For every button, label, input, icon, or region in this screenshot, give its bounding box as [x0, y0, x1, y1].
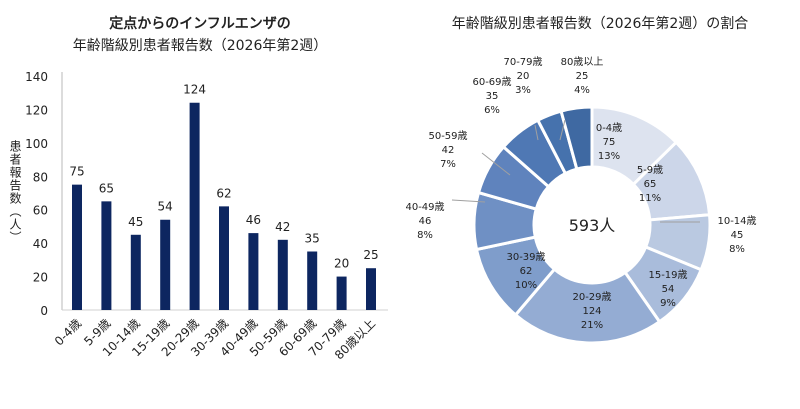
y-tick-label: 100: [25, 137, 48, 151]
y-tick-label: 120: [25, 103, 48, 117]
donut-data-label: 5-9歳 65 11%: [637, 164, 663, 204]
bar: [189, 102, 200, 310]
value-label: 54: [662, 284, 675, 295]
donut-data-label: 30-39歳 62 10%: [506, 251, 545, 291]
value-label: 46: [419, 216, 432, 227]
bar: [101, 201, 112, 310]
bar: [72, 184, 82, 310]
percent-label: 13%: [598, 151, 620, 162]
y-tick-label: 0: [40, 304, 48, 318]
percent-label: 6%: [484, 105, 500, 116]
category-label: 15-19歳: [648, 269, 687, 281]
bar-value-label: 75: [69, 165, 84, 179]
category-label: 0-4歳: [596, 122, 622, 134]
category-label: 20-29歳: [572, 291, 611, 303]
bar: [336, 276, 347, 310]
donut-data-label: 15-19歳 54 9%: [648, 269, 687, 309]
y-axis-title: 患者報告数（人）: [8, 140, 22, 244]
percent-label: 3%: [515, 85, 531, 96]
category-label: 10-14歳: [717, 215, 756, 227]
bar-value-label: 25: [363, 248, 378, 262]
percent-label: 7%: [440, 159, 456, 170]
value-label: 75: [603, 137, 616, 148]
donut-data-label: 80歳以上 25 4%: [561, 56, 604, 96]
value-label: 62: [520, 266, 533, 277]
x-tick-label: 0-4歳: [52, 316, 84, 348]
percent-label: 10%: [515, 280, 537, 291]
donut-data-label: 20-29歳 124 21%: [572, 291, 611, 331]
bar-value-label: 46: [246, 213, 261, 227]
bar-value-label: 35: [305, 232, 320, 246]
category-label: 40-49歳: [405, 201, 444, 213]
percent-label: 9%: [660, 298, 676, 309]
y-tick-label: 40: [33, 237, 48, 251]
donut-data-label: 10-14歳 45 8%: [717, 215, 756, 255]
category-label: 30-39歳: [506, 251, 545, 263]
percent-label: 21%: [581, 320, 603, 331]
percent-label: 8%: [417, 230, 433, 241]
value-label: 20: [517, 71, 530, 82]
bar-value-label: 62: [216, 186, 231, 200]
bar: [160, 219, 171, 310]
bar-value-label: 45: [128, 215, 143, 229]
value-label: 45: [731, 230, 744, 241]
bar: [366, 268, 376, 310]
donut-data-label: 0-4歳 75 13%: [596, 122, 622, 162]
value-label: 124: [582, 306, 601, 317]
bar-value-label: 54: [158, 200, 173, 214]
y-tick-label: 20: [33, 271, 48, 285]
bar: [130, 234, 141, 310]
bar-value-label: 42: [275, 220, 290, 234]
leader-line: [451, 199, 486, 203]
donut-data-label: 70-79歳 20 3%: [503, 56, 542, 96]
value-label: 42: [442, 145, 455, 156]
category-label: 5-9歳: [637, 164, 663, 176]
category-label: 80歳以上: [561, 56, 604, 68]
donut-data-label: 50-59歳 42 7%: [428, 130, 467, 170]
y-tick-label: 140: [25, 70, 48, 84]
bar: [248, 233, 259, 310]
bar-chart-title: 定点からのインフルエンザの 年齢階級別患者報告数（2026年第2週）: [20, 13, 380, 57]
percent-label: 8%: [729, 244, 745, 255]
donut-data-label: 40-49歳 46 8%: [405, 201, 444, 241]
percent-label: 11%: [639, 193, 661, 204]
leader-line: [559, 119, 566, 141]
percent-label: 4%: [574, 85, 590, 96]
donut-center-label: 593人: [569, 216, 616, 235]
donut-slice: [559, 105, 594, 171]
category-label: 60-69歳: [472, 76, 511, 88]
category-label: 50-59歳: [428, 130, 467, 142]
bar: [219, 206, 229, 310]
bar: [277, 239, 288, 310]
value-label: 35: [486, 91, 499, 102]
y-tick-label: 80: [33, 170, 48, 184]
category-label: 70-79歳: [503, 56, 542, 68]
leader-line: [481, 152, 511, 176]
value-label: 65: [644, 179, 657, 190]
donut-data-label: 60-69歳 35 6%: [472, 76, 511, 116]
bar-chart-title-line2: 年齢階級別患者報告数（2026年第2週）: [72, 38, 328, 54]
y-tick-label: 60: [33, 204, 48, 218]
leader-line: [534, 124, 539, 141]
donut-chart-title: 年齢階級別患者報告数（2026年第2週）の割合: [451, 16, 749, 32]
donut-chart: 593人 0-4歳 75 13% 5-9歳 65 11% 10-14歳 45 8% 15-19歳 54…: [405, 56, 757, 345]
value-label: 25: [576, 71, 589, 82]
bar: [307, 251, 318, 310]
bar-chart-title-line1: 定点からのインフルエンザの: [109, 16, 291, 32]
bar-value-label: 65: [99, 181, 114, 195]
donut-slice: [513, 267, 662, 345]
bar-value-label: 124: [183, 83, 206, 97]
bar-value-label: 20: [334, 257, 349, 271]
